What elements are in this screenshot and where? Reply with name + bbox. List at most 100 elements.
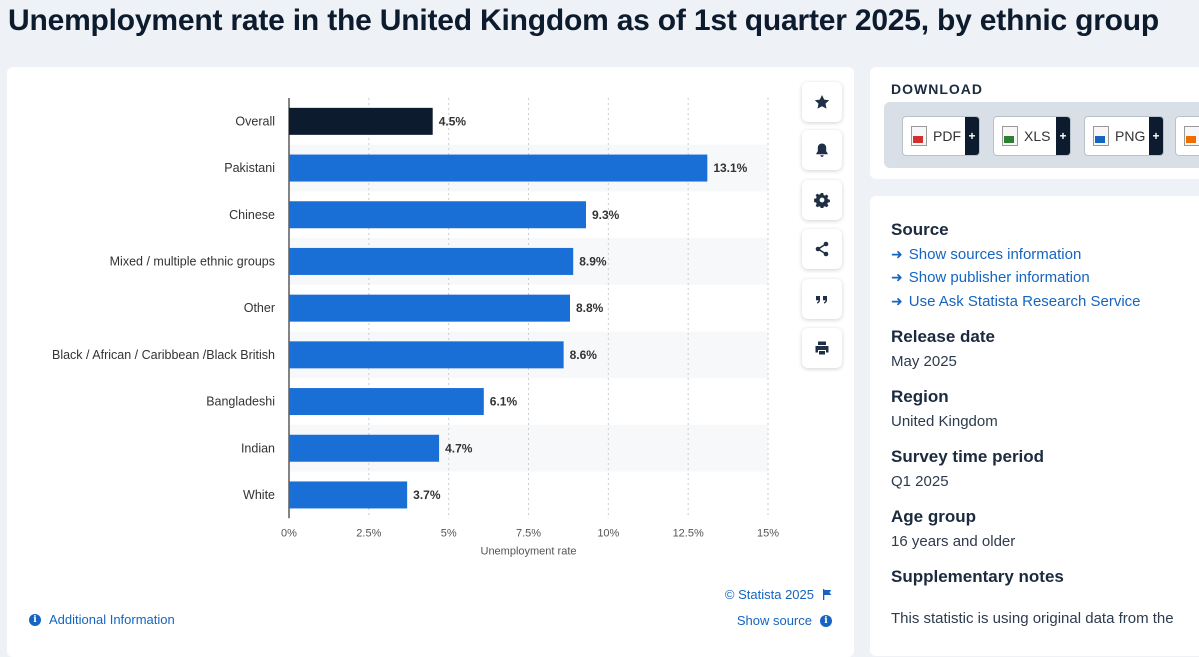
png-plus[interactable]: + bbox=[1149, 117, 1163, 155]
additional-info-label: Additional Information bbox=[49, 612, 175, 627]
ppt-file-icon bbox=[1184, 126, 1199, 146]
survey-period-value: Q1 2025 bbox=[891, 473, 949, 490]
info-icon: i bbox=[29, 613, 41, 626]
pdf-plus[interactable]: + bbox=[965, 117, 979, 155]
gear-icon bbox=[814, 193, 830, 208]
download-card: DOWNLOAD PDF + XLS + PNG + bbox=[870, 67, 1199, 179]
chart-card: 0% 2.5% 5% 7.5% 10% 12.5% 15% Overall 4.5% Pakist… bbox=[7, 67, 854, 657]
data-label: 4.7% bbox=[445, 441, 473, 455]
show-publisher-link[interactable]: ➜ Show publisher information bbox=[891, 269, 1090, 286]
region-heading: Region bbox=[891, 387, 949, 406]
download-ppt-button[interactable] bbox=[1175, 116, 1199, 156]
quote-icon bbox=[816, 296, 827, 304]
bar bbox=[289, 294, 571, 322]
category-label: Other bbox=[244, 301, 275, 315]
age-group-value: 16 years and older bbox=[891, 533, 1016, 550]
data-label: 3.7% bbox=[413, 488, 441, 502]
page-title: Unemployment rate in the United Kingdom … bbox=[8, 4, 1160, 37]
download-png-button[interactable]: PNG + bbox=[1084, 116, 1164, 156]
age-group-heading: Age group bbox=[891, 507, 976, 526]
download-pdf-button[interactable]: PDF + bbox=[902, 116, 980, 156]
arrow-right-icon: ➜ bbox=[891, 269, 903, 285]
bar bbox=[289, 388, 484, 416]
release-date-heading: Release date bbox=[891, 327, 995, 346]
ppt-tag bbox=[1186, 136, 1196, 143]
tick-label: 10% bbox=[597, 527, 619, 539]
category-label: Indian bbox=[241, 441, 275, 455]
xls-tag bbox=[1004, 136, 1014, 143]
data-label: 4.5% bbox=[439, 114, 467, 128]
pdf-tag bbox=[913, 136, 923, 143]
category-label: Chinese bbox=[229, 208, 275, 222]
data-label: 8.8% bbox=[576, 301, 604, 315]
pdf-file-icon bbox=[911, 126, 927, 146]
info-icon: i bbox=[820, 614, 832, 627]
tick-label: 15% bbox=[757, 527, 779, 539]
supplementary-notes-heading: Supplementary notes bbox=[891, 567, 1064, 586]
show-source-label: Show source bbox=[736, 613, 812, 628]
star-icon bbox=[814, 95, 830, 109]
supplementary-notes-value: This statistic is using original data fr… bbox=[891, 610, 1174, 627]
bar bbox=[289, 201, 586, 229]
category-label: Bangladeshi bbox=[206, 395, 275, 409]
xls-label: XLS bbox=[1024, 128, 1051, 144]
ask-statista-link[interactable]: ➜ Use Ask Statista Research Service bbox=[891, 293, 1141, 310]
flag-icon bbox=[823, 589, 832, 600]
show-sources-label: Show sources information bbox=[908, 246, 1082, 263]
share-button[interactable] bbox=[802, 229, 842, 269]
survey-period-heading: Survey time period bbox=[891, 447, 1045, 466]
data-label: 6.1% bbox=[490, 395, 518, 409]
data-label: 8.9% bbox=[579, 254, 607, 268]
bar-chart: 0% 2.5% 5% 7.5% 10% 12.5% 15% Overall 4.5% Pakist… bbox=[52, 98, 779, 557]
cite-button[interactable] bbox=[802, 279, 842, 319]
category-label: Mixed / multiple ethnic groups bbox=[110, 254, 275, 268]
print-button[interactable] bbox=[802, 328, 842, 368]
pdf-label: PDF bbox=[933, 128, 961, 144]
bell-icon bbox=[816, 143, 828, 157]
print-icon bbox=[815, 341, 829, 355]
ask-statista-label: Use Ask Statista Research Service bbox=[908, 293, 1141, 310]
region-value: United Kingdom bbox=[891, 413, 998, 430]
category-label: Pakistani bbox=[224, 161, 275, 175]
source-heading: Source bbox=[891, 220, 949, 239]
favorite-button[interactable] bbox=[802, 82, 842, 122]
download-bar: PDF + XLS + PNG + bbox=[884, 102, 1199, 168]
copyright-text: © Statista 2025 bbox=[724, 587, 814, 602]
share-icon bbox=[815, 241, 829, 257]
bar bbox=[289, 154, 708, 182]
png-file-icon bbox=[1093, 126, 1109, 146]
bar bbox=[289, 341, 564, 369]
additional-info-link[interactable]: i Additional Information bbox=[29, 612, 175, 627]
show-publisher-label: Show publisher information bbox=[908, 269, 1090, 286]
bar bbox=[289, 481, 408, 509]
settings-button[interactable] bbox=[802, 180, 842, 220]
bar bbox=[289, 247, 574, 275]
download-title: DOWNLOAD bbox=[891, 81, 983, 97]
tick-label: 5% bbox=[441, 527, 457, 539]
release-date-value: May 2025 bbox=[891, 353, 957, 370]
show-sources-link[interactable]: ➜ Show sources information bbox=[891, 246, 1081, 263]
tick-label: 0% bbox=[281, 527, 297, 539]
notification-button[interactable] bbox=[802, 130, 842, 170]
xls-file-icon bbox=[1002, 126, 1018, 146]
tick-label: 12.5% bbox=[673, 527, 704, 539]
arrow-right-icon: ➜ bbox=[891, 246, 903, 262]
category-label: Black / African / Caribbean /Black Briti… bbox=[52, 348, 275, 362]
show-source-link[interactable]: Show source i bbox=[737, 613, 832, 628]
x-axis-label: Unemployment rate bbox=[481, 545, 577, 557]
tick-label: 7.5% bbox=[516, 527, 541, 539]
xls-plus[interactable]: + bbox=[1056, 117, 1070, 155]
statistic-info-card: Source ➜ Show sources information ➜ Show… bbox=[870, 196, 1199, 656]
tick-label: 2.5% bbox=[356, 527, 381, 539]
data-label: 9.3% bbox=[592, 208, 620, 222]
png-tag bbox=[1095, 136, 1105, 143]
arrow-right-icon: ➜ bbox=[891, 293, 903, 309]
bar bbox=[289, 107, 433, 135]
bar bbox=[289, 434, 440, 462]
png-label: PNG bbox=[1115, 128, 1146, 144]
category-label: Overall bbox=[235, 114, 275, 128]
data-label: 13.1% bbox=[713, 161, 747, 175]
download-xls-button[interactable]: XLS + bbox=[993, 116, 1071, 156]
data-label: 8.6% bbox=[570, 348, 598, 362]
copyright-link[interactable]: © Statista 2025 bbox=[725, 587, 832, 602]
